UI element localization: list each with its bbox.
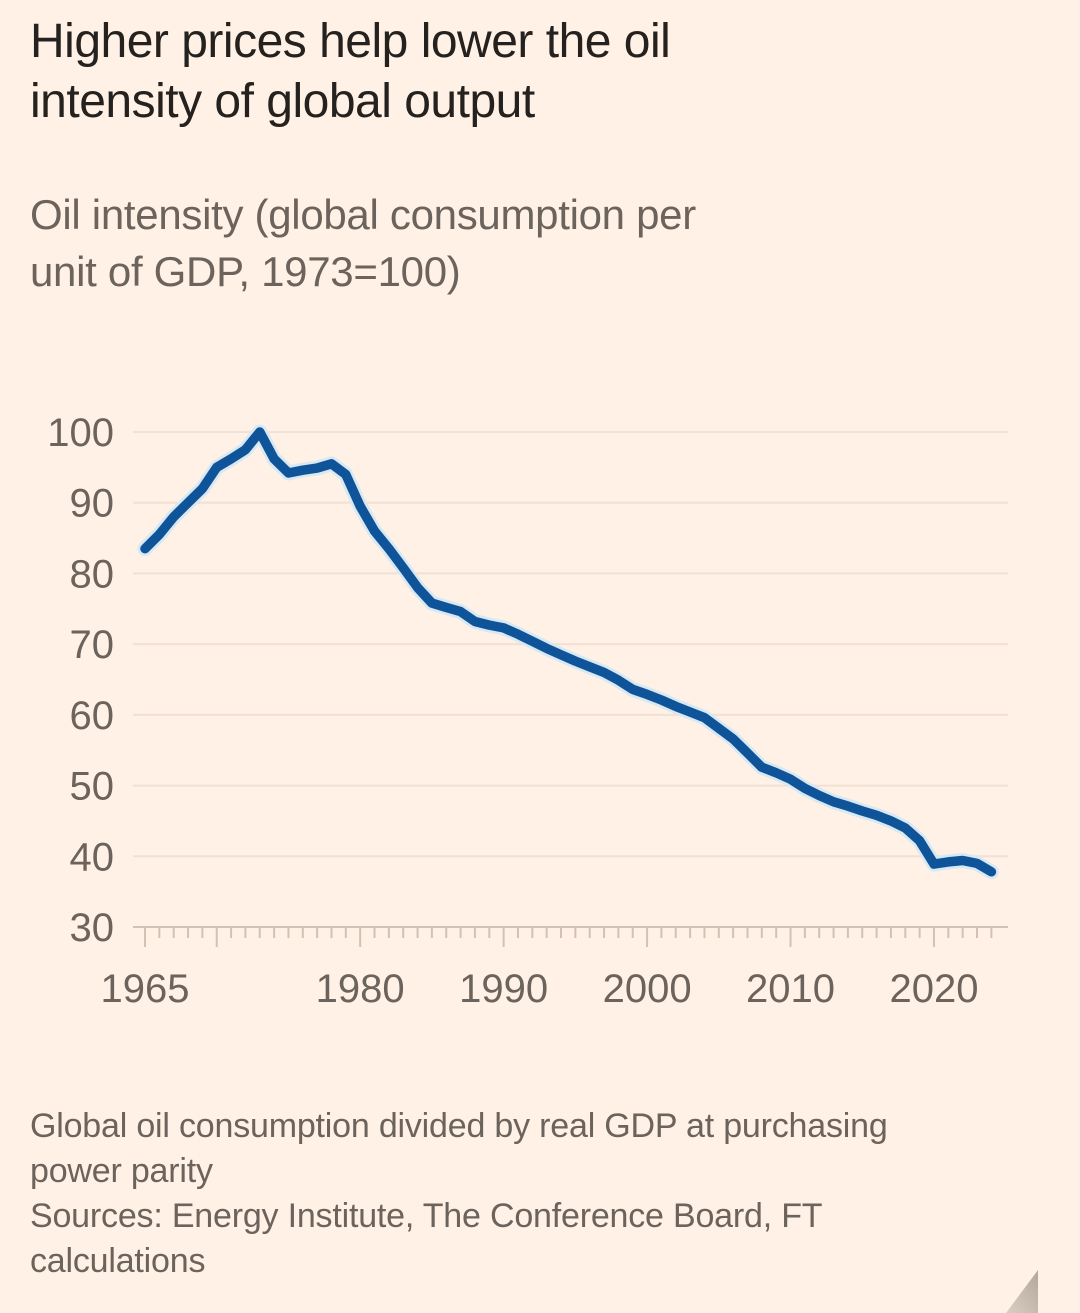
y-tick-label: 40	[70, 835, 115, 879]
x-tick-label: 1990	[459, 967, 548, 1011]
series-line-oil-intensity	[140, 427, 997, 877]
y-tick-label: 90	[70, 482, 115, 526]
x-tick-label: 1980	[316, 967, 405, 1011]
y-tick-label: 70	[70, 623, 115, 667]
series-halo	[137, 424, 999, 880]
x-tick-label: 2020	[889, 967, 978, 1011]
corner-fold-triangle	[1006, 1270, 1038, 1313]
chart-subtitle-line-2: unit of GDP, 1973=100)	[30, 248, 461, 295]
x-tick-label: 2010	[746, 967, 835, 1011]
corner-fold-icon	[1006, 1270, 1038, 1313]
oil-intensity-line-chart: 30 40 50 60 70 80 90 100 1965 1980 1990 2000 2010 202…	[47, 411, 1008, 1011]
y-tick-label: 100	[47, 411, 114, 455]
y-tick-label: 60	[70, 694, 115, 738]
footnote-line-1: Global oil consumption divided by real G…	[30, 1107, 888, 1145]
y-tick-label: 50	[70, 765, 115, 809]
chart-subtitle-line-1: Oil intensity (global consumption per	[30, 191, 696, 238]
chart-title: Higher prices help lower the oil intensi…	[30, 12, 1010, 132]
footnote-line-2: power parity	[30, 1152, 213, 1190]
chart-title-line-2: intensity of global output	[30, 75, 535, 128]
chart-title-line-1: Higher prices help lower the oil	[30, 15, 671, 68]
sources-line-2: calculations	[30, 1242, 206, 1280]
x-tick-label: 2000	[603, 967, 692, 1011]
x-tick-label: 1965	[101, 967, 190, 1011]
y-tick-label: 80	[70, 552, 115, 596]
chart-footer: Global oil consumption divided by real G…	[30, 1104, 1020, 1284]
chart-subtitle: Oil intensity (global consumption per un…	[30, 186, 1010, 300]
sources-line-1: Sources: Energy Institute, The Conferenc…	[30, 1197, 823, 1235]
y-tick-label: 30	[70, 906, 115, 950]
